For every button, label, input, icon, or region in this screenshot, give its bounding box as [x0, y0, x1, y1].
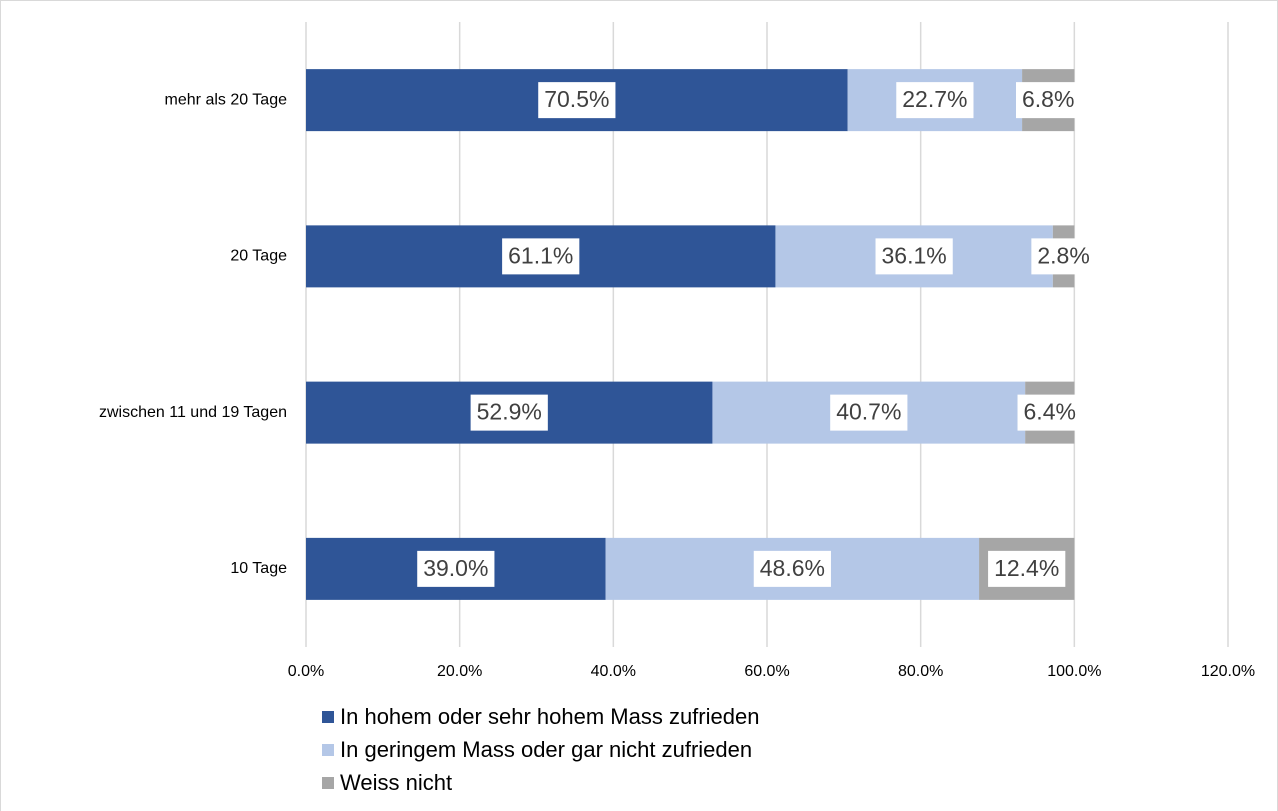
x-tick-label: 0.0% — [288, 663, 324, 680]
x-tick-label: 100.0% — [1047, 663, 1101, 680]
data-label-box — [502, 238, 580, 275]
x-tick-label: 120.0% — [1201, 663, 1255, 680]
data-label: 40.7% — [836, 399, 901, 425]
data-label-box — [753, 550, 831, 587]
x-tick-label: 20.0% — [437, 663, 482, 680]
data-label: 52.9% — [477, 399, 542, 425]
legend-label: In geringem Mass oder gar nicht zufriede… — [340, 737, 752, 762]
data-label-box — [830, 394, 908, 431]
y-tick-label: zwischen 11 und 19 Tagen — [99, 404, 287, 421]
x-tick-label: 80.0% — [898, 663, 943, 680]
legend-swatch — [322, 777, 334, 789]
y-tick-label: mehr als 20 Tage — [165, 91, 288, 108]
data-label-box — [1017, 394, 1082, 431]
legend-swatch — [322, 744, 334, 756]
x-tick-label: 40.0% — [591, 663, 636, 680]
data-label-box — [896, 82, 974, 119]
data-label: 61.1% — [508, 242, 573, 268]
data-label-box — [1031, 238, 1096, 275]
x-tick-label: 60.0% — [744, 663, 789, 680]
data-label: 39.0% — [423, 555, 488, 581]
data-label: 22.7% — [902, 86, 967, 112]
legend-swatch — [322, 711, 334, 723]
data-label-box — [988, 550, 1066, 587]
data-label: 2.8% — [1037, 242, 1089, 268]
data-label-box — [470, 394, 548, 431]
data-label: 6.4% — [1024, 399, 1076, 425]
data-label-box — [1015, 82, 1081, 119]
data-label-box — [417, 550, 495, 587]
data-label: 36.1% — [882, 242, 947, 268]
data-label: 70.5% — [544, 86, 609, 112]
data-label: 12.4% — [994, 555, 1059, 581]
legend-label: Weiss nicht — [340, 770, 452, 795]
y-tick-label: 20 Tage — [230, 248, 287, 265]
y-tick-label: 10 Tage — [230, 560, 287, 577]
data-label: 6.8% — [1022, 86, 1074, 112]
data-label: 48.6% — [760, 555, 825, 581]
data-label-box — [875, 238, 953, 275]
legend-label: In hohem oder sehr hohem Mass zufrieden — [340, 704, 759, 729]
data-label-box — [538, 82, 616, 119]
